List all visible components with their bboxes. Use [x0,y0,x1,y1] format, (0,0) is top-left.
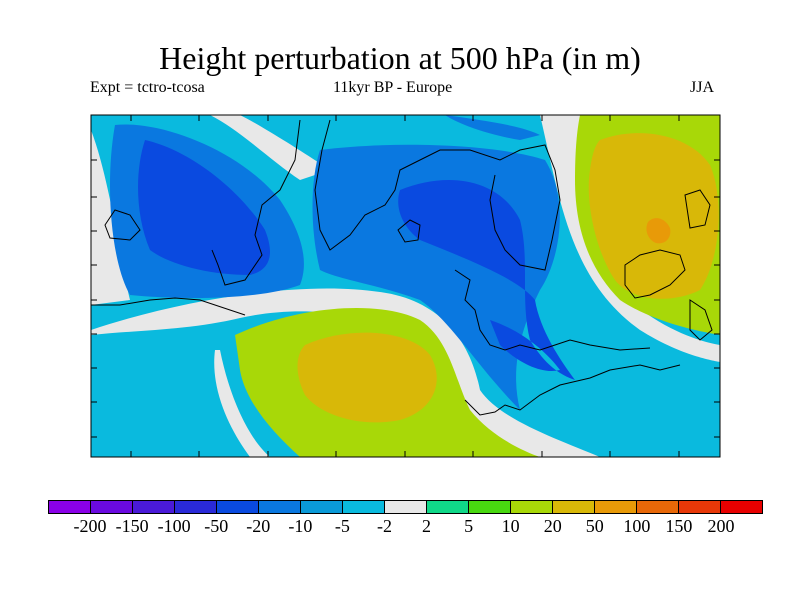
colorbar-label: -20 [246,516,271,536]
colorbar-label: 50 [585,516,604,536]
colorbar-swatch [91,501,133,513]
colorbar-label: 20 [543,516,562,536]
colorbar-label: -50 [204,516,229,536]
colorbar-swatch [49,501,91,513]
colorbar-swatch [301,501,343,513]
colorbar-swatch [217,501,259,513]
colorbar [48,500,763,514]
colorbar-label: 100 [623,516,651,536]
colorbar-swatch [553,501,595,513]
colorbar-labels: -200 -150 -100 -50 -20 -10 -5 -2 2 5 10 20 50 100 150 2… [0,516,800,540]
period-label: 11kyr BP - Europe [333,79,453,96]
colorbar-label: -5 [334,516,350,536]
colorbar-swatch [721,501,762,513]
peak-east [646,218,671,244]
chart-title: Height perturbation at 500 hPa (in m) [159,40,641,76]
colorbar-swatch [427,501,469,513]
colorbar-label: 10 [501,516,520,536]
colorbar-label: -100 [157,516,191,536]
colorbar-swatch [385,501,427,513]
colorbar-label: 5 [464,516,474,536]
colorbar-label: -10 [288,516,313,536]
season-label: JJA [690,79,715,96]
colorbar-swatch [679,501,721,513]
deep-negative-core [138,140,575,380]
near-zero-band [91,115,720,457]
colorbar-label: -2 [376,516,392,536]
colorbar-label: -150 [115,516,149,536]
colorbar-swatch [175,501,217,513]
experiment-label: Expt = tctro-tcosa [90,79,205,96]
colorbar-label: 200 [707,516,735,536]
colorbar-swatch [637,501,679,513]
colorbar-label: 2 [422,516,432,536]
colorbar-swatch [259,501,301,513]
colorbar-swatch [469,501,511,513]
contour-field [91,115,720,457]
axis-ticks [91,115,720,457]
colorbar-label: 150 [665,516,693,536]
colorbar-swatch [595,501,637,513]
colorbar-swatch [511,501,553,513]
colorbar-swatch [343,501,385,513]
coastlines [91,119,713,416]
colorbar-swatch [133,501,175,513]
positive-core-south [297,332,437,423]
colorbar-label: -200 [73,516,107,536]
positive-core-east [588,133,719,299]
